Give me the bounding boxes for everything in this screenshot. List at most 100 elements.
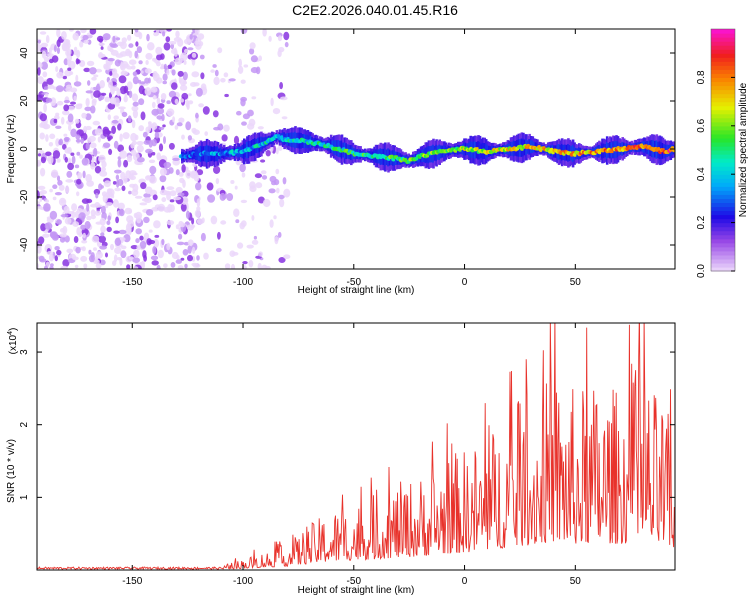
noise-speckle: [41, 50, 47, 59]
noise-speckle: [85, 125, 92, 131]
noise-speckle: [37, 39, 41, 44]
noise-speckle: [237, 65, 244, 74]
noise-speckle: [282, 177, 287, 185]
noise-speckle: [230, 263, 236, 269]
noise-speckle: [55, 66, 59, 73]
noise-speckle: [61, 110, 70, 116]
y-tick-label: 3: [19, 349, 30, 355]
noise-speckle: [135, 228, 142, 235]
noise-speckle: [91, 235, 100, 243]
noise-speckle: [200, 72, 205, 80]
colorbar-segment: [711, 182, 735, 187]
noise-speckle: [40, 156, 47, 164]
noise-speckle: [140, 111, 146, 121]
noise-speckle: [45, 199, 49, 203]
noise-speckle: [64, 156, 69, 163]
noise-speckle: [212, 64, 217, 68]
colorbar-segment: [711, 210, 735, 216]
colorbar-segment: [711, 109, 735, 115]
colorbar-segment: [711, 234, 735, 240]
noise-speckle: [166, 242, 171, 251]
noise-speckle: [98, 183, 103, 191]
noise-speckle: [151, 122, 158, 130]
noise-speckle: [99, 259, 106, 266]
noise-speckle: [107, 215, 111, 221]
noise-speckle: [85, 113, 92, 121]
noise-speckle: [75, 246, 81, 254]
noise-speckle: [64, 217, 72, 225]
noise-speckle: [163, 161, 172, 169]
noise-speckle: [42, 123, 51, 130]
noise-speckle: [83, 67, 91, 73]
noise-speckle: [128, 59, 137, 65]
snr-frame: [36, 322, 676, 571]
noise-speckle: [131, 172, 138, 176]
noise-speckle: [279, 198, 285, 208]
noise-speckle: [145, 60, 149, 65]
noise-speckle: [166, 220, 175, 226]
noise-speckle: [58, 184, 65, 191]
noise-speckle: [268, 35, 272, 42]
noise-speckle: [182, 71, 188, 81]
noise-speckle: [144, 197, 152, 204]
colorbar-segment: [711, 158, 735, 163]
colorbar-segment: [711, 218, 735, 224]
colorbar-segment: [711, 262, 735, 268]
noise-speckle: [140, 260, 146, 269]
noise-speckle: [138, 98, 145, 106]
noise-speckle: [133, 249, 140, 258]
noise-speckle: [107, 102, 116, 110]
noise-speckle: [94, 210, 102, 216]
noise-speckle: [95, 192, 99, 199]
noise-speckle: [94, 165, 102, 174]
noise-speckle: [67, 211, 75, 215]
noise-speckle: [155, 46, 163, 55]
noise-speckle: [66, 170, 73, 178]
x-axis-label: Height of straight line (km): [298, 585, 415, 596]
noise-speckle: [89, 67, 97, 75]
noise-speckle: [237, 242, 244, 249]
noise-speckle: [116, 41, 125, 47]
noise-speckle: [106, 220, 111, 226]
noise-speckle: [94, 128, 103, 136]
noise-speckle: [108, 148, 113, 155]
noise-speckle: [188, 93, 192, 97]
noise-speckle: [126, 264, 131, 269]
noise-speckle: [210, 215, 218, 225]
noise-speckle: [223, 124, 230, 132]
noise-speckle: [114, 237, 122, 246]
noise-speckle: [249, 181, 256, 189]
noise-speckle: [126, 34, 132, 41]
noise-speckle: [134, 195, 143, 199]
noise-speckle: [47, 53, 54, 57]
noise-speckle: [250, 67, 259, 74]
noise-speckle: [85, 174, 92, 183]
colorbar-frame: [710, 28, 736, 272]
noise-speckle: [142, 131, 148, 138]
noise-speckle: [119, 133, 123, 142]
noise-speckle: [90, 214, 97, 220]
colorbar-segment: [711, 238, 735, 244]
noise-speckle: [215, 247, 222, 253]
noise-speckle: [131, 65, 136, 70]
noise-speckle: [112, 181, 117, 185]
noise-speckle: [138, 32, 143, 40]
noise-speckle: [206, 182, 214, 191]
noise-speckle: [67, 105, 76, 111]
noise-speckle: [128, 90, 133, 99]
noise-speckle: [78, 212, 86, 220]
noise-speckle: [278, 194, 285, 200]
noise-speckle: [123, 85, 129, 94]
noise-speckle: [40, 61, 49, 70]
noise-speckle: [235, 219, 240, 224]
noise-speckle: [59, 228, 66, 233]
noise-speckle: [130, 132, 138, 142]
noise-speckle: [64, 147, 71, 154]
noise-speckle: [48, 253, 54, 262]
noise-speckle: [156, 61, 161, 67]
noise-speckle: [82, 34, 89, 41]
noise-speckle: [132, 71, 138, 76]
noise-speckle: [39, 113, 48, 122]
colorbar-tick-label: 0.0: [696, 264, 707, 278]
